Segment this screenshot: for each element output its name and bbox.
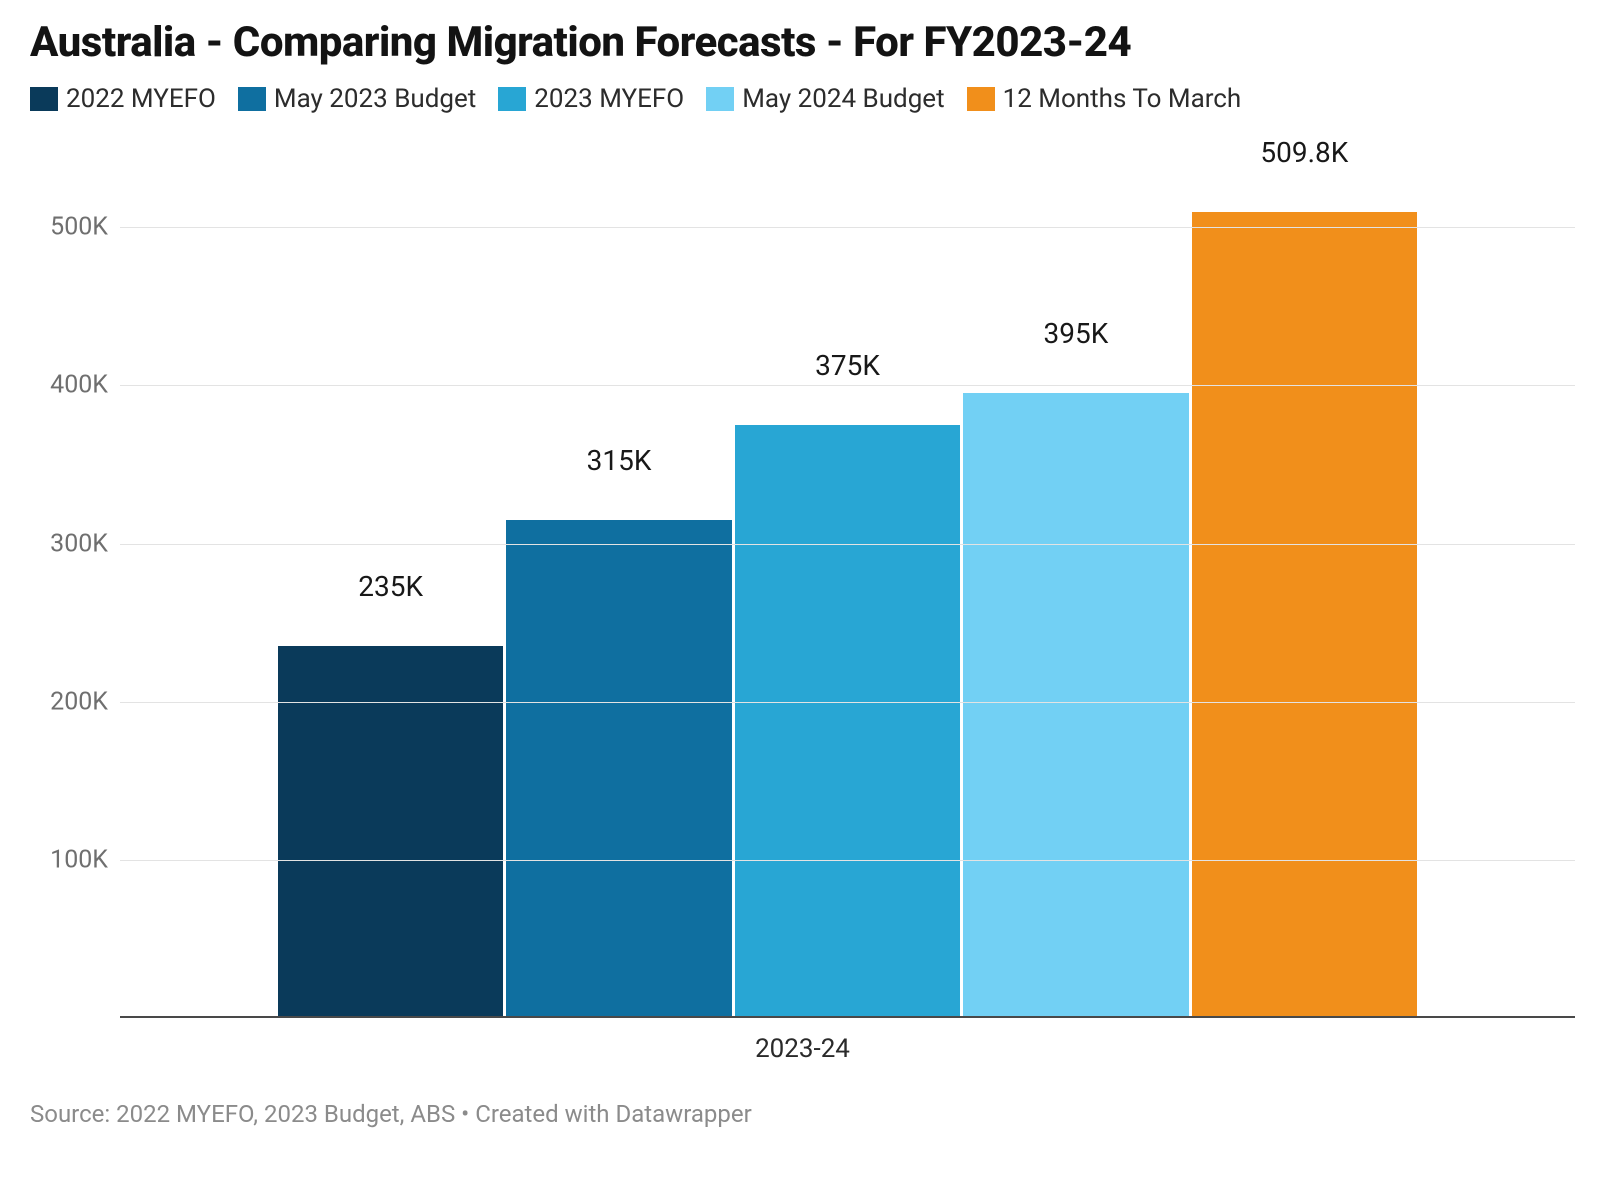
bar-value-label: 509.8K [1260,136,1348,169]
legend-label: May 2023 Budget [274,84,476,114]
bar-value-label: 315K [587,444,652,477]
legend-swatch [238,87,266,111]
bar [506,520,732,1018]
bar-value-label: 375K [815,349,880,382]
bar-value-label: 235K [358,570,423,603]
bar [735,425,961,1018]
legend-label: 2023 MYEFO [534,84,684,114]
legend-item: 2022 MYEFO [30,84,216,114]
legend-item: May 2023 Budget [238,84,476,114]
legend-item: May 2024 Budget [706,84,944,114]
bar [963,393,1189,1018]
y-tick-label: 100K [50,846,108,875]
y-tick-label: 500K [50,213,108,242]
legend-swatch [706,87,734,111]
legend-label: May 2024 Budget [742,84,944,114]
x-axis-label: 2023-24 [30,1034,1575,1064]
y-tick-label: 300K [50,529,108,558]
bars-layer: 235K315K375K395K509.8K [120,148,1575,1018]
chart-area: 100K200K300K400K500K 235K315K375K395K509… [30,148,1575,1018]
gridline [120,702,1575,703]
legend-swatch [30,87,58,111]
chart-title: Australia - Comparing Migration Forecast… [30,20,1575,66]
legend-item: 2023 MYEFO [498,84,684,114]
y-axis: 100K 200K 300K 400K 500K [30,148,120,1018]
legend-item: 12 Months To March [967,84,1242,114]
gridline [120,544,1575,545]
legend-label: 2022 MYEFO [66,84,216,114]
axis-baseline [120,1016,1575,1018]
gridline [120,385,1575,386]
y-tick-label: 200K [50,687,108,716]
legend-swatch [967,87,995,111]
gridline [120,227,1575,228]
legend: 2022 MYEFO May 2023 Budget 2023 MYEFO May 2… [30,84,1575,114]
y-tick-label: 400K [50,371,108,400]
legend-label: 12 Months To March [1003,84,1242,114]
bar-value-label: 395K [1044,317,1109,350]
plot-area: 235K315K375K395K509.8K [120,148,1575,1018]
bar [1192,212,1418,1018]
legend-swatch [498,87,526,111]
source-footnote: Source: 2022 MYEFO, 2023 Budget, ABS • C… [30,1100,1575,1128]
chart-container: Australia - Comparing Migration Forecast… [0,0,1605,1188]
gridline [120,860,1575,861]
